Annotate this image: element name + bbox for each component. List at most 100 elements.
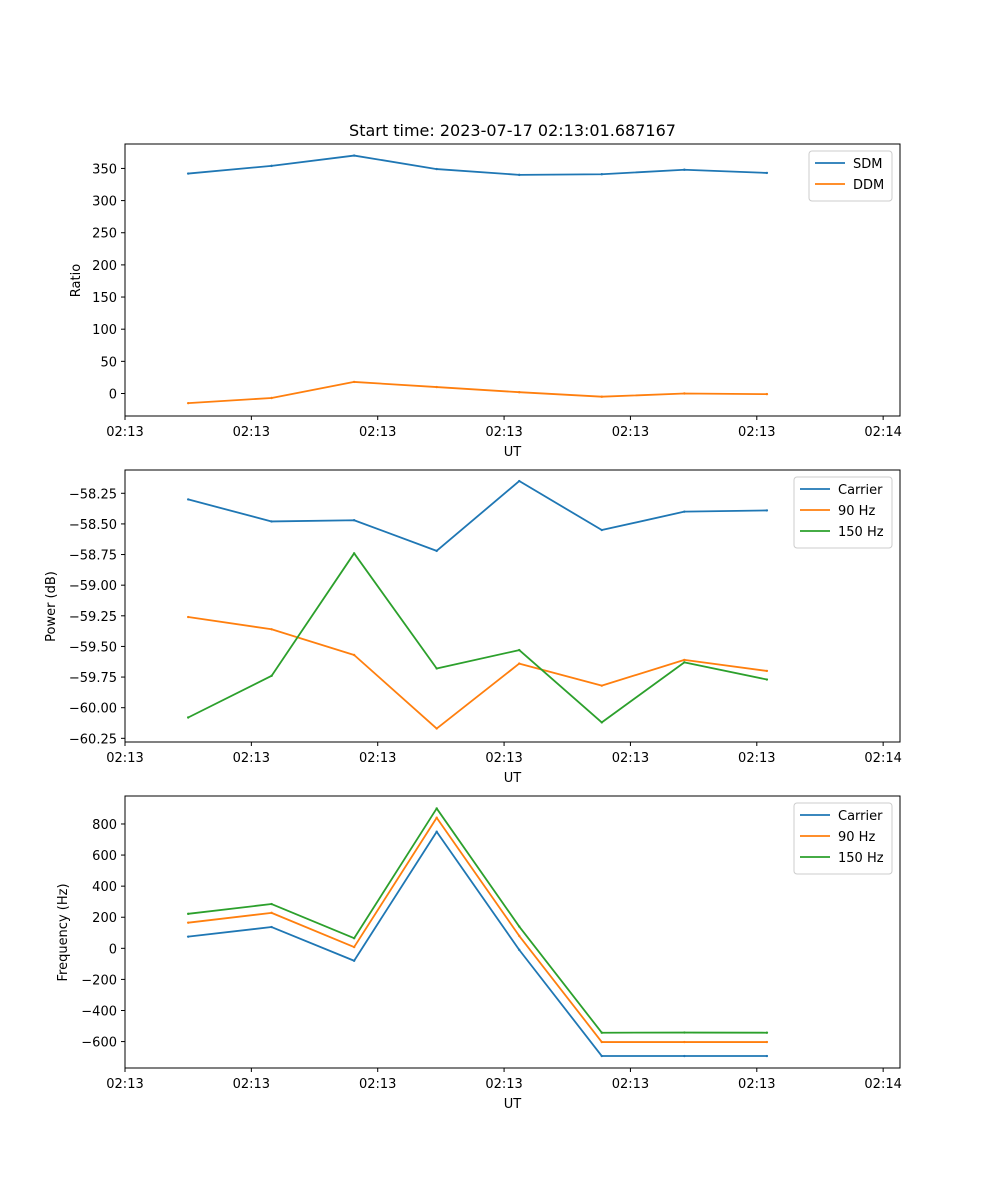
frequency-chart-panel: UT Frequency (Hz) 02:13 02:13 02:13 02:13 02… (56, 795, 902, 1112)
data-point-ddm (765, 392, 769, 396)
data-point-150-hz (518, 648, 521, 652)
y-tick-label: 400 (92, 880, 117, 895)
legend-label-90-hz: 90 Hz (838, 504, 875, 519)
legend-label-ddm: DDM (853, 178, 884, 193)
x-tick-label: 02:13 (612, 1077, 649, 1092)
data-point-150-hz (683, 1031, 686, 1034)
data-point-ddm (186, 401, 190, 405)
series-line-90-hz (188, 616, 768, 730)
legend-label-150-hz: 150 Hz (838, 851, 884, 866)
data-point-90-hz (186, 615, 190, 619)
x-tick-label: 02:13 (106, 751, 143, 766)
y-axis-label: Ratio (69, 264, 84, 297)
y-tick-label: −600 (81, 1036, 117, 1051)
y-tick-label: −200 (81, 973, 117, 988)
y-tick-label: 600 (92, 849, 117, 864)
x-tick-label: 02:13 (233, 751, 270, 766)
data-point-carrier (518, 479, 521, 483)
x-tick-label: 02:13 (359, 751, 396, 766)
data-point-150-hz (352, 937, 356, 940)
x-tick-label: 02:13 (738, 1077, 775, 1092)
y-tick-label: 250 (92, 227, 117, 242)
y-tick-label: 50 (100, 355, 117, 370)
series-line-carrier (188, 830, 767, 1057)
data-point-90-hz (435, 816, 438, 819)
data-point-carrier (352, 519, 356, 522)
data-point-150-hz (683, 661, 686, 664)
y-tick-label: 100 (92, 323, 117, 338)
data-point-90-hz (683, 1040, 686, 1044)
data-point-carrier (270, 520, 273, 523)
data-point-150-hz (765, 678, 769, 681)
data-point-90-hz (435, 727, 438, 730)
data-point-sdm (600, 173, 603, 176)
data-point-150-hz (600, 721, 603, 724)
data-point-carrier (765, 1054, 769, 1058)
data-point-carrier (765, 509, 769, 512)
data-point-carrier (683, 1054, 686, 1058)
data-point-ddm (518, 391, 521, 394)
data-point-carrier (683, 510, 686, 513)
chart-title: Start time: 2023-07-17 02:13:01.687167 (349, 121, 676, 140)
data-point-carrier (186, 498, 190, 501)
data-point-carrier (435, 549, 438, 553)
data-point-150-hz (270, 674, 273, 678)
y-tick-label: −60.25 (69, 732, 117, 747)
x-tick-label: 02:13 (738, 751, 775, 766)
data-point-carrier (600, 1054, 603, 1058)
data-point-150-hz (435, 807, 438, 810)
data-point-150-hz (600, 1031, 603, 1034)
data-point-sdm (352, 154, 356, 157)
data-point-carrier (600, 528, 603, 532)
y-tick-label: 200 (92, 911, 117, 926)
y-axis-label: Power (dB) (44, 571, 59, 642)
x-tick-label: 02:13 (359, 1077, 396, 1092)
data-point-ddm (435, 385, 438, 389)
y-tick-label: −400 (81, 1004, 117, 1019)
data-point-sdm (683, 168, 686, 171)
y-tick-label: 0 (109, 387, 117, 402)
series-line-90-hz (188, 816, 767, 1043)
data-point-sdm (186, 172, 190, 175)
data-point-90-hz (765, 1040, 769, 1044)
data-point-90-hz (600, 684, 603, 687)
data-point-carrier (270, 925, 273, 929)
y-tick-label: 300 (92, 195, 117, 210)
data-point-sdm (435, 167, 438, 171)
y-tick-label: −59.00 (69, 579, 117, 594)
y-tick-label: −59.50 (69, 640, 117, 655)
legend-label-carrier: Carrier (838, 809, 883, 824)
x-axis-label: UT (504, 1097, 522, 1112)
x-tick-label: 02:13 (106, 1077, 143, 1092)
axes-frame (124, 795, 901, 1069)
x-tick-label: 02:14 (864, 425, 901, 440)
y-axis-label: Frequency (Hz) (56, 883, 71, 981)
series-line-ddm (188, 381, 767, 405)
data-point-150-hz (270, 902, 273, 906)
series-line-carrier (187, 480, 767, 552)
series-line-150-hz (188, 807, 767, 1034)
data-point-150-hz (186, 912, 190, 916)
x-tick-label: 02:13 (233, 425, 270, 440)
y-tick-label: 200 (92, 259, 117, 274)
data-point-150-hz (435, 667, 438, 670)
data-point-sdm (518, 173, 521, 177)
y-tick-label: 350 (92, 162, 117, 177)
legend-label-carrier: Carrier (838, 483, 883, 498)
data-point-ddm (270, 396, 273, 400)
x-tick-label: 02:14 (864, 751, 901, 766)
x-tick-label: 02:13 (612, 751, 649, 766)
data-point-ddm (683, 392, 686, 395)
data-point-carrier (352, 959, 356, 962)
data-point-90-hz (186, 921, 190, 924)
data-point-90-hz (518, 934, 521, 938)
data-point-sdm (270, 164, 273, 168)
data-point-90-hz (600, 1040, 603, 1044)
x-tick-label: 02:13 (106, 425, 143, 440)
y-tick-label: 800 (92, 818, 117, 833)
y-tick-label: −58.25 (69, 487, 117, 502)
x-tick-label: 02:13 (233, 1077, 270, 1092)
data-point-90-hz (765, 669, 769, 673)
series-line-sdm (188, 154, 767, 176)
x-tick-label: 02:13 (738, 425, 775, 440)
